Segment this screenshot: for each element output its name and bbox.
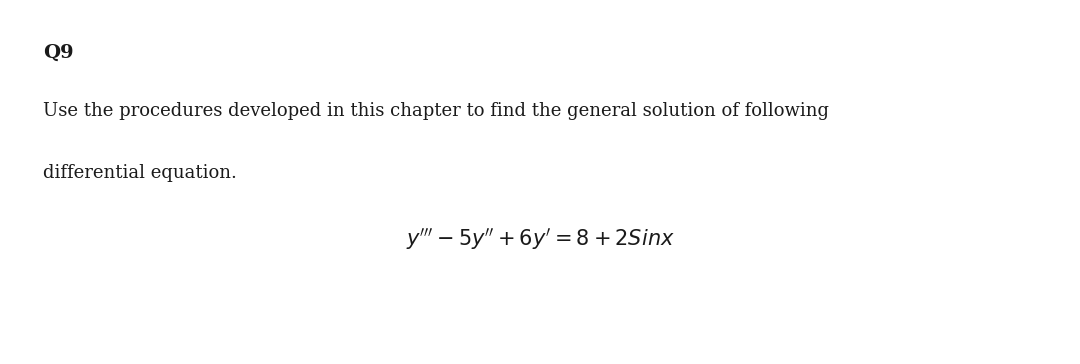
Text: Use the procedures developed in this chapter to find the general solution of fol: Use the procedures developed in this cha… [43, 102, 829, 120]
Text: Q9: Q9 [43, 44, 73, 62]
Text: differential equation.: differential equation. [43, 164, 238, 182]
Text: $y''' - 5y'' + 6y' = 8 + 2Sinx$: $y''' - 5y'' + 6y' = 8 + 2Sinx$ [406, 226, 674, 252]
